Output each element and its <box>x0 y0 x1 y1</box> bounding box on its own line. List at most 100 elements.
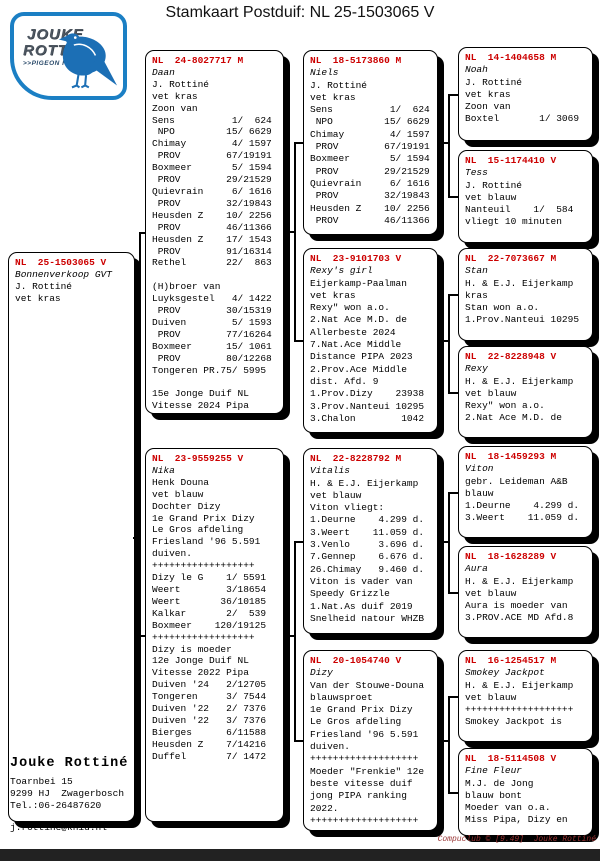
pigeon-icon <box>58 33 118 89</box>
compuclub-credit: Compuclub © [9.49] Jouke Rottiné <box>437 835 596 844</box>
pedigree-box-sire-dam: NL 23-9101703 V Rexy's girl Eijerkamp-Pa… <box>303 248 438 433</box>
connector-line <box>448 592 458 594</box>
connector-line <box>294 142 296 341</box>
connector-line <box>133 537 140 539</box>
connector-line <box>437 541 449 543</box>
connector-line <box>448 696 458 698</box>
ring-number: NL 20-1054740 V <box>310 655 402 666</box>
connector-line <box>283 635 295 637</box>
connector-line <box>139 232 145 234</box>
pigeon-details: M.J. de Jong blauw bont Moeder van o.a. … <box>465 777 568 826</box>
pedigree-box-gg5: NL 18-1459293 M Viton gebr. Leideman A&B… <box>458 446 593 538</box>
loft-logo: JOUKE ROTTINÉ >>PIGEON RACING<< <box>10 12 127 100</box>
pigeon-details: J. Rottiné vet kras Zoon van Boxtel 1/ 3… <box>465 76 580 125</box>
pigeon-details: Henk Douna vet blauw Dochter Dizy 1e Gra… <box>152 476 267 762</box>
ring-number: NL 25-1503065 V <box>15 257 107 268</box>
pedigree-box-gg8: NL 18-5114508 V Fine Fleur M.J. de Jong … <box>458 748 593 836</box>
pedigree-box-dam-sire: NL 22-8228792 M Vitalis H. & E.J. Eijerk… <box>303 448 438 634</box>
connector-line <box>448 196 458 198</box>
pigeon-name: Fine Fleur <box>465 765 523 777</box>
connector-line <box>437 340 449 342</box>
pigeon-details: Van der Stouwe-Douna blauwsproet 1e Gran… <box>310 679 425 826</box>
connector-line <box>283 231 295 233</box>
ring-number: NL 18-1459293 M <box>465 451 557 462</box>
pigeon-name: Aura <box>465 563 488 575</box>
pigeon-details: J. Rottiné vet kras Sens 1/ 624 NPO 15/ … <box>310 79 430 226</box>
pedigree-box-sire-sire: NL 18-5173860 M Niels J. Rottiné vet kra… <box>303 50 438 235</box>
connector-line <box>448 294 450 393</box>
ring-number: NL 23-9101703 V <box>310 253 402 264</box>
connector-line <box>448 492 450 593</box>
pigeon-name: Vitalis <box>310 465 350 477</box>
pigeon-name: Bonnenverkoop GVT <box>15 268 112 280</box>
connector-line <box>294 541 303 543</box>
connector-line <box>448 696 450 793</box>
pigeon-details: J. Rottiné vet kras <box>15 280 73 304</box>
owner-address-street: Toarnbei 15 <box>10 776 73 787</box>
ring-number: NL 22-8228792 M <box>310 453 402 464</box>
pigeon-name: Rexy's girl <box>310 265 373 277</box>
connector-line <box>448 392 458 394</box>
page-title: Stamkaart Postduif: NL 25-1503065 V <box>165 4 435 21</box>
ring-number: NL 22-7073667 M <box>465 253 557 264</box>
pedigree-box-gg7: NL 16-1254517 M Smokey Jackpot H. & E.J.… <box>458 650 593 742</box>
pigeon-name: Nika <box>152 464 175 476</box>
ring-number: NL 18-5114508 V <box>465 753 557 764</box>
connector-line <box>448 792 458 794</box>
ring-number: NL 23-9559255 V <box>152 453 244 464</box>
connector-line <box>294 340 303 342</box>
pigeon-details: gebr. Leideman A&B blauw 1.Deurne 4.299 … <box>465 475 580 524</box>
ring-number: NL 24-8027717 M <box>152 55 244 66</box>
logo-tagline: >>PIGEON RACING<< <box>23 60 100 67</box>
pigeon-name: Rexy <box>465 363 488 375</box>
pedigree-box-sire: NL 24-8027717 M Daan J. Rottiné vet kras… <box>145 50 284 414</box>
bottom-bar <box>0 849 600 861</box>
pigeon-details: H. & E.J. Eijerkamp vet blauw Viton vlie… <box>310 477 425 624</box>
pigeon-name: Tess <box>465 167 488 179</box>
pigeon-name: Smokey Jackpot <box>465 667 545 679</box>
pigeon-details: H. & E.J. Eijerkamp vet blauw Aura is mo… <box>465 575 574 624</box>
ring-number: NL 22-8228948 V <box>465 351 557 362</box>
pigeon-name: Daan <box>152 66 175 78</box>
connector-line <box>139 635 145 637</box>
ring-number: NL 15-1174410 V <box>465 155 557 166</box>
pedigree-box-gg6: NL 18-1628289 V Aura H. & E.J. Eijerkamp… <box>458 546 593 638</box>
pigeon-details: J. Rottiné vet kras Zoon van Sens 1/ 624… <box>152 78 272 412</box>
connector-line <box>448 94 458 96</box>
connector-line <box>437 740 449 742</box>
ring-number: NL 18-1628289 V <box>465 551 557 562</box>
owner-address-city: 9299 HJ Zwagerbosch <box>10 788 125 799</box>
pigeon-name: Viton <box>465 463 494 475</box>
pigeon-details: H. & E.J. Eijerkamp vet blauw Rexy" won … <box>465 375 574 424</box>
pigeon-details: H. & E.J. Eijerkamp vet blauw ++++++++++… <box>465 679 574 728</box>
ring-number: NL 16-1254517 M <box>465 655 557 666</box>
pigeon-details: Eijerkamp-Paalman vet kras Rexy" won a.o… <box>310 277 425 424</box>
pigeon-name: Noah <box>465 64 488 76</box>
pigeon-details: H. & E.J. Eijerkamp kras Stan won a.o. 1… <box>465 277 580 326</box>
connector-line <box>294 740 303 742</box>
connector-line <box>437 142 449 144</box>
pigeon-name: Stan <box>465 265 488 277</box>
pedigree-box-gg2: NL 15-1174410 V Tess J. Rottiné vet blau… <box>458 150 593 243</box>
connector-line <box>448 294 458 296</box>
ring-number: NL 18-5173860 M <box>310 55 402 66</box>
ring-number: NL 14-1404658 M <box>465 52 557 63</box>
pedigree-box-gg4: NL 22-8228948 V Rexy H. & E.J. Eijerkamp… <box>458 346 593 438</box>
pigeon-name: Dizy <box>310 667 333 679</box>
owner-email: j.rottine@knid.nl <box>10 822 107 833</box>
connector-line <box>448 492 458 494</box>
owner-phone: Tel.:06-26487620 <box>10 800 102 811</box>
pedigree-box-gg1: NL 14-1404658 M Noah J. Rottiné vet kras… <box>458 47 593 141</box>
pedigree-box-subject: NL 25-1503065 V Bonnenverkoop GVT J. Rot… <box>8 252 135 822</box>
pedigree-box-dam-dam: NL 20-1054740 V Dizy Van der Stouwe-Doun… <box>303 650 438 831</box>
pedigree-box-gg3: NL 22-7073667 M Stan H. & E.J. Eijerkamp… <box>458 248 593 341</box>
connector-line <box>448 94 450 197</box>
pigeon-details: J. Rottiné vet blauw Nanteuil 1/ 584 vli… <box>465 179 574 228</box>
pigeon-name: Niels <box>310 67 339 79</box>
connector-line <box>139 232 141 636</box>
pedigree-box-dam: NL 23-9559255 V Nika Henk Douna vet blau… <box>145 448 284 822</box>
connector-line <box>294 142 303 144</box>
connector-line <box>294 541 296 741</box>
owner-name: Jouke Rottiné <box>10 756 129 771</box>
